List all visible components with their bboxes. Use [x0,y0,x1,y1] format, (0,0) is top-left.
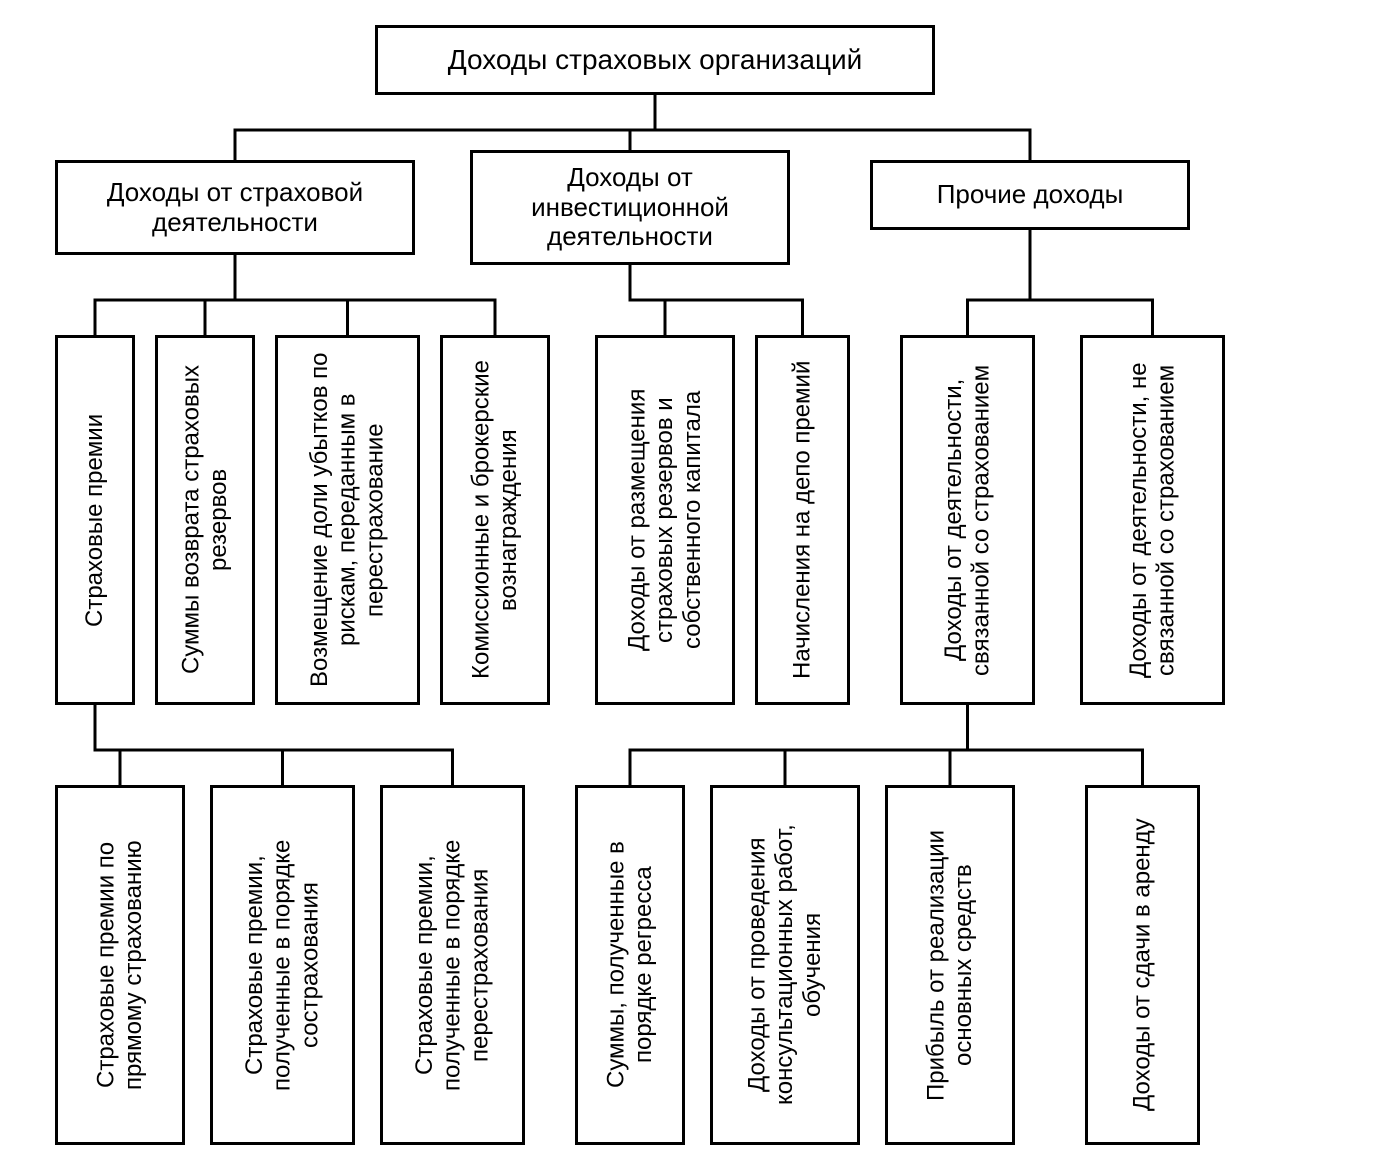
node-label: Суммы возврата страховых резервов [177,344,232,696]
node-c2: Доходы от деятельности, не связанной со … [1080,335,1225,705]
node-a1_2: Страховые премии, полученные в порядке с… [210,785,355,1145]
node-c: Прочие доходы [870,160,1190,230]
node-label: Страховые премии, полученные в порядке п… [411,794,494,1136]
node-label: Доходы от сдачи в аренду [1129,819,1157,1112]
node-c1_4: Доходы от сдачи в аренду [1085,785,1200,1145]
node-label: Доходы от деятельности, связанной со стр… [940,344,995,696]
node-c1_1: Суммы, полученные в порядке регресса [575,785,685,1145]
node-c1: Доходы от деятельности, связанной со стр… [900,335,1035,705]
node-label: Прочие доходы [937,180,1124,210]
node-label: Доходы страховых организаций [448,44,863,76]
node-a2: Суммы возврата страховых резервов [155,335,255,705]
node-label: Страховые премии [81,413,109,626]
node-label: Комиссионные и брокерские вознаграждения [467,344,522,696]
node-label: Доходы от проведения консультационных ра… [744,794,827,1136]
node-a1_3: Страховые премии, полученные в порядке п… [380,785,525,1145]
node-root: Доходы страховых организаций [375,25,935,95]
node-b2: Начисления на депо премий [755,335,850,705]
node-a1_1: Страховые премии по прямому страхованию [55,785,185,1145]
node-label: Суммы, полученные в порядке регресса [602,794,657,1136]
node-a3: Возмещение доли убытков по рискам, перед… [275,335,420,705]
node-label: Доходы от деятельности, не связанной со … [1125,344,1180,696]
node-b1: Доходы от размещения страховых резервов … [595,335,735,705]
node-a: Доходы от страховой деятельности [55,160,415,255]
node-label: Начисления на депо премий [789,361,817,679]
node-label: Доходы от страховой деятельности [64,178,406,238]
node-b: Доходы от инвестиционной деятельности [470,150,790,265]
node-a1: Страховые премии [55,335,135,705]
node-label: Доходы от инвестиционной деятельности [479,163,781,253]
node-label: Страховые премии, полученные в порядке с… [241,794,324,1136]
node-label: Страховые премии по прямому страхованию [92,794,147,1136]
node-label: Возмещение доли убытков по рискам, перед… [306,344,389,696]
node-c1_3: Прибыль от реализации основных средств [885,785,1015,1145]
node-label: Доходы от размещения страховых резервов … [624,344,707,696]
node-c1_2: Доходы от проведения консультационных ра… [710,785,860,1145]
node-label: Прибыль от реализации основных средств [922,794,977,1136]
diagram-stage: Доходы страховых организаций Доходы от ст… [0,0,1375,1171]
node-a4: Комиссионные и брокерские вознаграждения [440,335,550,705]
